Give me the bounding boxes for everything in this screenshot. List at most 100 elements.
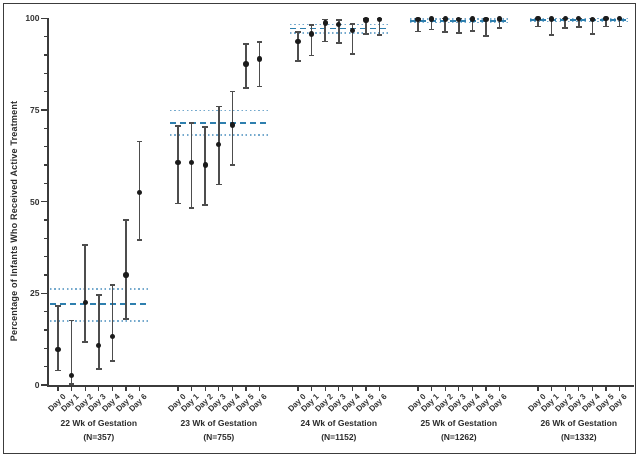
error-bar-cap-top	[243, 43, 249, 45]
error-bar-cap-bottom	[109, 360, 116, 362]
overall-ci-dotted-line	[49, 288, 149, 290]
error-bar	[310, 25, 313, 56]
data-point	[109, 333, 116, 340]
error-bar	[578, 18, 580, 28]
y-tick-label: 75	[30, 104, 40, 115]
group-caption-label: 22 Wk of Gestation	[60, 418, 138, 428]
error-bar-cap-bottom	[308, 54, 315, 57]
error-bar-cap-top	[322, 18, 328, 21]
x-tick	[311, 386, 313, 391]
data-point	[548, 16, 555, 22]
x-tick	[98, 386, 100, 391]
data-point	[603, 15, 609, 22]
x-tick	[605, 386, 607, 391]
error-bar	[378, 18, 381, 35]
error-bar-cap-bottom	[496, 27, 503, 29]
y-minor-tick	[43, 256, 47, 258]
y-minor-tick	[43, 329, 47, 331]
error-bar	[444, 18, 446, 32]
error-bar-cap-top	[308, 24, 315, 27]
error-bar	[338, 19, 340, 43]
error-bar-cap-top	[349, 23, 356, 25]
data-point	[336, 21, 342, 28]
data-point	[243, 61, 249, 67]
y-minor-tick	[43, 164, 47, 166]
y-minor-tick	[43, 219, 47, 221]
data-point	[216, 141, 222, 148]
x-tick	[458, 386, 460, 391]
error-bar	[258, 41, 261, 87]
error-bar-cap-top	[175, 125, 181, 127]
error-bar	[458, 18, 460, 33]
x-tick	[431, 386, 433, 391]
data-point	[123, 272, 129, 278]
x-tick	[499, 386, 501, 391]
x-tick	[84, 386, 86, 391]
x-tick	[139, 386, 141, 391]
data-point	[308, 31, 315, 37]
x-tick	[471, 386, 473, 391]
x-tick	[324, 386, 326, 391]
y-axis-line	[47, 18, 49, 385]
y-minor-tick	[43, 146, 47, 148]
error-bar-cap-bottom	[175, 202, 181, 205]
y-minor-tick	[43, 182, 47, 184]
error-bar-cap-bottom	[202, 204, 208, 206]
error-bar-cap-top	[109, 284, 116, 286]
error-bar-cap-top	[336, 18, 342, 21]
error-bar-cap-bottom	[562, 27, 568, 29]
error-bar-cap-bottom	[243, 87, 249, 89]
data-point	[229, 122, 236, 128]
error-bar-cap-top	[229, 90, 236, 93]
group-caption-n: (N=357)	[83, 432, 115, 442]
data-point	[68, 372, 75, 379]
error-bar	[231, 91, 234, 165]
error-bar	[550, 18, 553, 35]
error-bar	[98, 294, 100, 369]
data-point	[136, 189, 143, 196]
data-point	[55, 346, 61, 353]
x-tick	[591, 386, 593, 391]
error-bar-cap-bottom	[469, 29, 476, 32]
data-point	[175, 160, 181, 166]
error-bar-cap-bottom	[229, 164, 236, 166]
error-bar-cap-bottom	[603, 25, 609, 28]
y-minor-tick	[43, 127, 47, 129]
x-tick	[57, 386, 59, 391]
error-bar	[605, 18, 607, 27]
y-major-tick	[41, 201, 47, 203]
error-bar-cap-bottom	[415, 30, 421, 33]
x-tick	[365, 386, 367, 391]
x-tick	[444, 386, 446, 391]
y-minor-tick	[43, 274, 47, 276]
error-bar	[564, 18, 566, 28]
x-tick	[259, 386, 261, 391]
error-bar-cap-bottom	[576, 26, 582, 28]
y-minor-tick	[43, 311, 47, 313]
x-tick	[485, 386, 487, 391]
error-bar-cap-bottom	[322, 40, 328, 43]
data-point	[576, 15, 582, 22]
y-minor-tick	[43, 72, 47, 74]
data-point	[428, 16, 435, 22]
error-bar-cap-bottom	[136, 239, 143, 241]
data-point	[535, 15, 541, 22]
x-tick	[177, 386, 179, 391]
x-tick	[204, 386, 206, 391]
x-tick	[351, 386, 353, 391]
data-point	[415, 17, 421, 23]
error-bar	[84, 244, 86, 342]
error-bar-cap-bottom	[96, 368, 102, 370]
error-bar-cap-top	[123, 219, 129, 221]
error-bar	[125, 219, 127, 319]
error-bar	[365, 18, 367, 35]
error-bar-cap-top	[188, 122, 195, 124]
group-caption-label: 24 Wk of Gestation	[300, 418, 378, 428]
error-bar-cap-bottom	[483, 35, 489, 38]
error-bar	[111, 284, 114, 362]
y-minor-tick	[43, 54, 47, 56]
y-minor-tick	[43, 347, 47, 349]
error-bar	[498, 18, 501, 28]
error-bar-cap-bottom	[123, 318, 129, 320]
error-bar-cap-bottom	[456, 32, 462, 34]
